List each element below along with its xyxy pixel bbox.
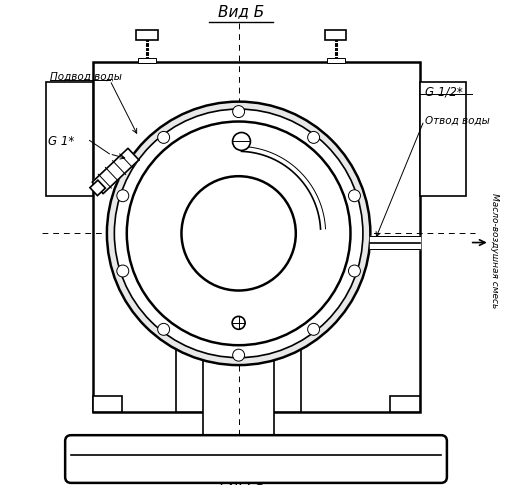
Bar [138, 58, 156, 63]
Circle shape [349, 190, 360, 202]
Circle shape [127, 122, 350, 345]
Circle shape [117, 190, 129, 202]
Circle shape [232, 132, 251, 150]
Bar [93, 396, 122, 412]
Polygon shape [370, 236, 420, 249]
Circle shape [114, 109, 363, 358]
Circle shape [307, 324, 319, 336]
Bar [327, 58, 345, 63]
Circle shape [158, 324, 170, 336]
Bar [136, 30, 158, 40]
Circle shape [233, 106, 245, 118]
Circle shape [107, 102, 370, 365]
Text: Подвод воды: Подвод воды [50, 72, 122, 82]
Bar [90, 180, 105, 196]
Circle shape [349, 265, 360, 277]
Circle shape [158, 132, 170, 143]
Bar [203, 348, 275, 455]
Text: G 1/2*: G 1/2* [425, 85, 463, 98]
Text: Вид Б: Вид Б [218, 4, 264, 20]
Circle shape [182, 176, 296, 290]
Circle shape [232, 316, 245, 330]
Circle shape [233, 349, 245, 361]
Bar [390, 396, 420, 412]
Text: Фиг. 3: Фиг. 3 [216, 474, 266, 488]
Circle shape [117, 265, 129, 277]
FancyBboxPatch shape [65, 435, 447, 483]
Text: Масло-воздушная смесь: Масло-воздушная смесь [490, 193, 499, 308]
Polygon shape [92, 148, 139, 194]
Bar [93, 62, 420, 412]
Circle shape [307, 132, 319, 143]
Bar [420, 82, 466, 196]
Bar [325, 30, 347, 40]
Text: Отвод воды: Отвод воды [425, 116, 490, 126]
Bar [46, 82, 93, 196]
Bar [176, 348, 301, 412]
Text: G 1*: G 1* [48, 135, 75, 148]
